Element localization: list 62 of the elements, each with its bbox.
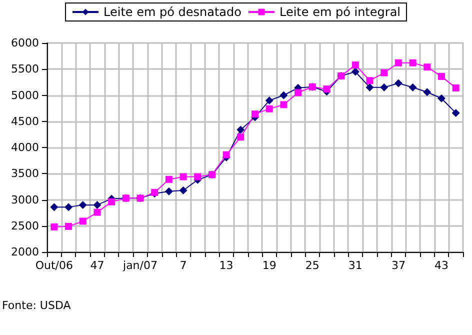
point [94, 208, 101, 216]
x-tick-label: 7 [180, 259, 187, 272]
x-tick-label: 37 [391, 259, 406, 272]
point [108, 198, 116, 206]
point [194, 173, 202, 180]
point [65, 222, 72, 230]
x-tick-label: 19 [262, 259, 276, 272]
point [222, 151, 230, 158]
y-tick-label: 3500 [11, 167, 39, 180]
y-tick-label: 5000 [11, 88, 39, 102]
legend-label: Leite em pó integral [279, 5, 401, 19]
point [64, 203, 73, 212]
point [78, 200, 87, 209]
y-tick-label: 4000 [11, 141, 39, 154]
point [79, 218, 86, 225]
point [280, 91, 288, 100]
point [380, 83, 388, 92]
point [93, 200, 102, 209]
point [452, 84, 460, 92]
point [179, 186, 188, 194]
x-tick-label: jan/07 [122, 259, 158, 272]
point [323, 85, 330, 92]
point [236, 126, 245, 134]
y-tick-label: 2500 [11, 219, 39, 232]
point [280, 101, 288, 108]
point [408, 83, 417, 92]
point [452, 109, 460, 118]
x-tick-label: 31 [348, 259, 362, 272]
x-tick-label: 25 [305, 259, 320, 272]
point [394, 59, 402, 66]
y-tick-label: 4500 [11, 114, 39, 128]
source-note: Fonte: USDA [2, 299, 72, 312]
point [265, 96, 274, 104]
point [394, 79, 402, 88]
point [164, 187, 173, 196]
x-tick-label: 47 [90, 259, 104, 272]
point [437, 94, 446, 102]
y-tick-label: 2000 [11, 246, 39, 258]
point [409, 59, 416, 66]
x-tick-label: 13 [219, 259, 234, 272]
point [366, 77, 374, 84]
point [294, 89, 302, 96]
legend-label: Leite em pó desnatado [104, 5, 242, 19]
point [50, 223, 58, 230]
point [237, 134, 244, 141]
point [351, 68, 360, 76]
point [438, 72, 445, 80]
point [352, 61, 359, 68]
y-tick-label: 3000 [11, 193, 39, 206]
point [180, 173, 187, 180]
point [424, 64, 431, 71]
point [266, 105, 273, 112]
point [252, 110, 258, 118]
x-tick-label: 43 [434, 259, 448, 272]
point [380, 69, 388, 76]
point [165, 176, 172, 183]
point [423, 88, 432, 96]
point [50, 203, 58, 212]
y-tick-label: 5500 [11, 62, 39, 76]
y-tick-label: 6000 [11, 36, 39, 50]
x-tick-label: Out/06 [35, 259, 73, 272]
point [366, 83, 374, 92]
